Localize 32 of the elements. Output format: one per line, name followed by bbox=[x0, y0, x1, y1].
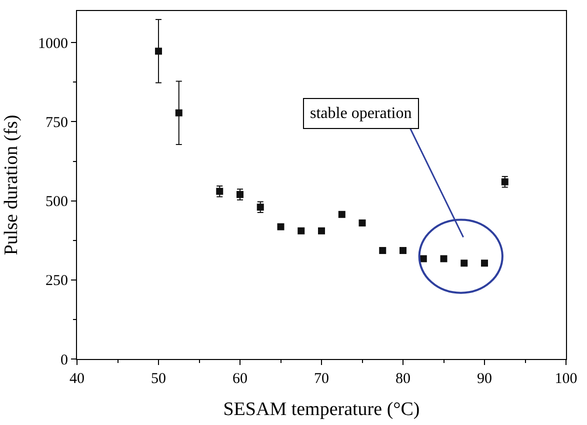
x-tick-label: 80 bbox=[396, 371, 410, 387]
x-tick-label: 70 bbox=[314, 371, 329, 387]
x-tick-label: 90 bbox=[477, 371, 492, 387]
x-tick-label: 40 bbox=[70, 371, 84, 387]
point bbox=[440, 255, 448, 262]
y-axis-title: Pulse duration (fs) bbox=[0, 114, 22, 256]
y-tick-label: 250 bbox=[46, 273, 68, 290]
point bbox=[256, 204, 264, 211]
y-tick-label: 750 bbox=[46, 114, 68, 131]
point bbox=[379, 246, 386, 254]
point bbox=[236, 190, 244, 198]
y-tick-label: 1000 bbox=[38, 36, 68, 52]
point bbox=[501, 178, 508, 186]
y-tick-label: 0 bbox=[60, 352, 68, 368]
point bbox=[155, 48, 162, 55]
point bbox=[481, 260, 488, 267]
point bbox=[358, 219, 366, 226]
point bbox=[216, 188, 224, 195]
point bbox=[338, 210, 346, 218]
point bbox=[460, 260, 468, 267]
annotation: stable operation bbox=[310, 105, 412, 122]
x-axis-title: SESAM temperature (°C) bbox=[223, 398, 420, 420]
point bbox=[277, 223, 284, 230]
point bbox=[318, 227, 325, 234]
x-tick-label: 60 bbox=[232, 371, 248, 387]
point bbox=[175, 109, 182, 116]
point bbox=[400, 246, 406, 254]
y-tick-label: 500 bbox=[46, 194, 68, 210]
point bbox=[420, 255, 427, 262]
point bbox=[298, 227, 305, 234]
x-tick-label: 100 bbox=[554, 371, 578, 387]
x-tick-label: 50 bbox=[151, 371, 166, 387]
